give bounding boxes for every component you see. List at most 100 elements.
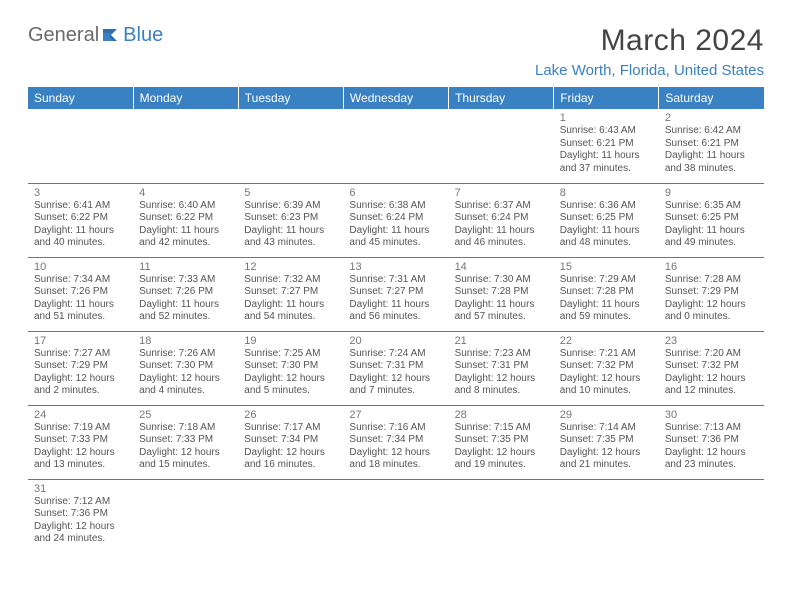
daylight-text: Daylight: 11 hours [665,150,758,163]
daylight-text: and 12 minutes. [665,385,758,398]
day-number: 5 [244,187,337,199]
logo-text-2: Blue [123,24,163,47]
flag-icon [103,24,121,38]
day-number: 15 [560,261,653,273]
weekday-header: Friday [554,87,659,109]
daylight-text: and 7 minutes. [349,385,442,398]
daylight-text: and 16 minutes. [244,459,337,472]
calendar-day-cell: 18Sunrise: 7:26 AMSunset: 7:30 PMDayligh… [133,331,238,405]
sunrise-text: Sunrise: 7:21 AM [560,348,653,361]
daylight-text: Daylight: 12 hours [34,521,127,534]
daylight-text: and 42 minutes. [139,237,232,250]
daylight-text: Daylight: 11 hours [34,225,127,238]
daylight-text: and 18 minutes. [349,459,442,472]
day-number: 12 [244,261,337,273]
calendar-week-row: 31Sunrise: 7:12 AMSunset: 7:36 PMDayligh… [28,479,764,553]
calendar-empty-cell [238,479,343,553]
calendar-day-cell: 10Sunrise: 7:34 AMSunset: 7:26 PMDayligh… [28,257,133,331]
day-number: 22 [560,335,653,347]
weekday-header: Monday [133,87,238,109]
weekday-header: Thursday [449,87,554,109]
daylight-text: and 13 minutes. [34,459,127,472]
sunset-text: Sunset: 7:31 PM [455,360,548,373]
sunrise-text: Sunrise: 6:38 AM [349,200,442,213]
sunset-text: Sunset: 7:30 PM [139,360,232,373]
daylight-text: and 56 minutes. [349,311,442,324]
calendar-page: General Blue March 2024 Lake Worth, Flor… [0,0,792,553]
calendar-day-cell: 6Sunrise: 6:38 AMSunset: 6:24 PMDaylight… [343,183,448,257]
sunrise-text: Sunrise: 6:36 AM [560,200,653,213]
daylight-text: Daylight: 11 hours [560,150,653,163]
day-number: 7 [455,187,548,199]
daylight-text: and 19 minutes. [455,459,548,472]
sunrise-text: Sunrise: 7:28 AM [665,274,758,287]
sunset-text: Sunset: 6:21 PM [560,138,653,151]
daylight-text: and 57 minutes. [455,311,548,324]
daylight-text: Daylight: 11 hours [244,299,337,312]
sunset-text: Sunset: 7:35 PM [560,434,653,447]
daylight-text: Daylight: 11 hours [244,225,337,238]
day-number: 4 [139,187,232,199]
calendar-table: SundayMondayTuesdayWednesdayThursdayFrid… [28,87,764,553]
sunset-text: Sunset: 7:29 PM [34,360,127,373]
weekday-header: Saturday [659,87,764,109]
daylight-text: Daylight: 12 hours [665,373,758,386]
daylight-text: and 52 minutes. [139,311,232,324]
daylight-text: Daylight: 11 hours [139,225,232,238]
calendar-day-cell: 2Sunrise: 6:42 AMSunset: 6:21 PMDaylight… [659,109,764,183]
title-block: March 2024 Lake Worth, Florida, United S… [535,24,764,79]
sunset-text: Sunset: 7:33 PM [34,434,127,447]
sunset-text: Sunset: 7:36 PM [34,508,127,521]
sunset-text: Sunset: 7:27 PM [349,286,442,299]
page-title: March 2024 [535,24,764,58]
day-number: 8 [560,187,653,199]
daylight-text: Daylight: 11 hours [560,225,653,238]
calendar-day-cell: 5Sunrise: 6:39 AMSunset: 6:23 PMDaylight… [238,183,343,257]
daylight-text: Daylight: 11 hours [455,225,548,238]
calendar-day-cell: 7Sunrise: 6:37 AMSunset: 6:24 PMDaylight… [449,183,554,257]
day-number: 16 [665,261,758,273]
calendar-day-cell: 3Sunrise: 6:41 AMSunset: 6:22 PMDaylight… [28,183,133,257]
daylight-text: Daylight: 11 hours [139,299,232,312]
calendar-day-cell: 26Sunrise: 7:17 AMSunset: 7:34 PMDayligh… [238,405,343,479]
daylight-text: and 38 minutes. [665,163,758,176]
calendar-empty-cell [449,109,554,183]
day-number: 23 [665,335,758,347]
day-number: 20 [349,335,442,347]
day-number: 3 [34,187,127,199]
sunset-text: Sunset: 7:32 PM [560,360,653,373]
daylight-text: Daylight: 12 hours [560,447,653,460]
calendar-day-cell: 21Sunrise: 7:23 AMSunset: 7:31 PMDayligh… [449,331,554,405]
calendar-week-row: 17Sunrise: 7:27 AMSunset: 7:29 PMDayligh… [28,331,764,405]
daylight-text: and 45 minutes. [349,237,442,250]
day-number: 18 [139,335,232,347]
day-number: 1 [560,112,653,124]
daylight-text: Daylight: 11 hours [349,299,442,312]
calendar-week-row: 1Sunrise: 6:43 AMSunset: 6:21 PMDaylight… [28,109,764,183]
daylight-text: Daylight: 11 hours [665,225,758,238]
calendar-day-cell: 28Sunrise: 7:15 AMSunset: 7:35 PMDayligh… [449,405,554,479]
sunset-text: Sunset: 7:28 PM [560,286,653,299]
sunrise-text: Sunrise: 7:30 AM [455,274,548,287]
sunset-text: Sunset: 7:31 PM [349,360,442,373]
calendar-empty-cell [343,109,448,183]
calendar-day-cell: 30Sunrise: 7:13 AMSunset: 7:36 PMDayligh… [659,405,764,479]
daylight-text: and 48 minutes. [560,237,653,250]
sunrise-text: Sunrise: 7:23 AM [455,348,548,361]
calendar-empty-cell [343,479,448,553]
daylight-text: Daylight: 12 hours [244,447,337,460]
sunrise-text: Sunrise: 6:43 AM [560,125,653,138]
daylight-text: Daylight: 12 hours [244,373,337,386]
sunset-text: Sunset: 7:29 PM [665,286,758,299]
sunset-text: Sunset: 6:24 PM [455,212,548,225]
sunrise-text: Sunrise: 7:33 AM [139,274,232,287]
calendar-day-cell: 14Sunrise: 7:30 AMSunset: 7:28 PMDayligh… [449,257,554,331]
daylight-text: Daylight: 12 hours [455,373,548,386]
sunset-text: Sunset: 7:36 PM [665,434,758,447]
sunrise-text: Sunrise: 7:16 AM [349,422,442,435]
day-number: 24 [34,409,127,421]
sunrise-text: Sunrise: 6:39 AM [244,200,337,213]
calendar-day-cell: 31Sunrise: 7:12 AMSunset: 7:36 PMDayligh… [28,479,133,553]
sunrise-text: Sunrise: 7:17 AM [244,422,337,435]
sunrise-text: Sunrise: 6:35 AM [665,200,758,213]
